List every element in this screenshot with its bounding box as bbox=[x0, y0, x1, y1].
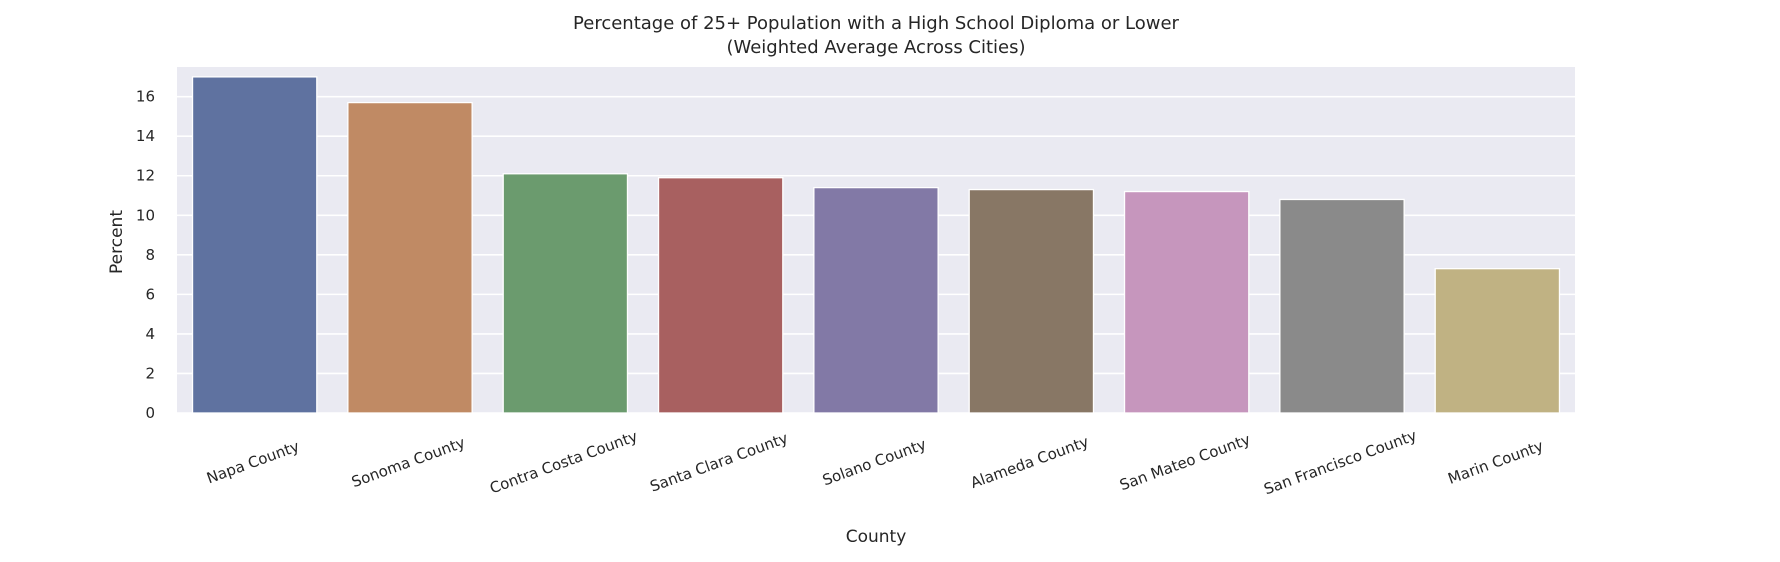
bar bbox=[347, 101, 473, 414]
y-axis-ticks: 0 2 4 6 8 10 12 14 16 bbox=[136, 88, 155, 422]
bar bbox=[1279, 198, 1405, 414]
x-tick-label: Santa Clara County bbox=[648, 429, 791, 496]
bar bbox=[968, 188, 1095, 414]
x-axis-label: County bbox=[846, 527, 907, 547]
bar bbox=[1434, 268, 1561, 414]
chart-title: Percentage of 25+ Population with a High… bbox=[573, 13, 1180, 34]
bar bbox=[191, 76, 318, 414]
y-tick-label: 4 bbox=[145, 325, 155, 343]
y-axis-label: Percent bbox=[107, 210, 127, 274]
y-tick-label: 10 bbox=[136, 206, 155, 224]
bar bbox=[813, 186, 939, 414]
bar bbox=[657, 177, 784, 414]
x-tick-label: Sonoma County bbox=[349, 433, 467, 491]
y-tick-label: 0 bbox=[145, 404, 155, 422]
x-tick-label: Napa County bbox=[204, 437, 302, 487]
y-tick-label: 16 bbox=[136, 88, 155, 106]
bar bbox=[1123, 190, 1250, 414]
y-tick-label: 8 bbox=[145, 246, 155, 264]
x-tick-label: Marin County bbox=[1445, 437, 1545, 488]
y-tick-label: 2 bbox=[145, 364, 155, 382]
x-tick-label: Solano County bbox=[820, 435, 929, 489]
chart-subtitle: (Weighted Average Across Cities) bbox=[726, 37, 1025, 58]
x-tick-label: San Francisco County bbox=[1261, 426, 1419, 498]
y-tick-label: 12 bbox=[136, 167, 155, 185]
y-tick-label: 14 bbox=[136, 127, 155, 145]
y-tick-label: 6 bbox=[145, 285, 155, 303]
x-tick-label: Alameda County bbox=[968, 433, 1091, 492]
bars bbox=[191, 76, 1561, 414]
x-axis-ticks: Napa County Sonoma County Contra Costa Cou… bbox=[204, 426, 1546, 498]
x-tick-label: Contra Costa County bbox=[487, 427, 640, 497]
bar bbox=[502, 173, 629, 414]
x-tick-label: San Mateo County bbox=[1117, 430, 1253, 494]
